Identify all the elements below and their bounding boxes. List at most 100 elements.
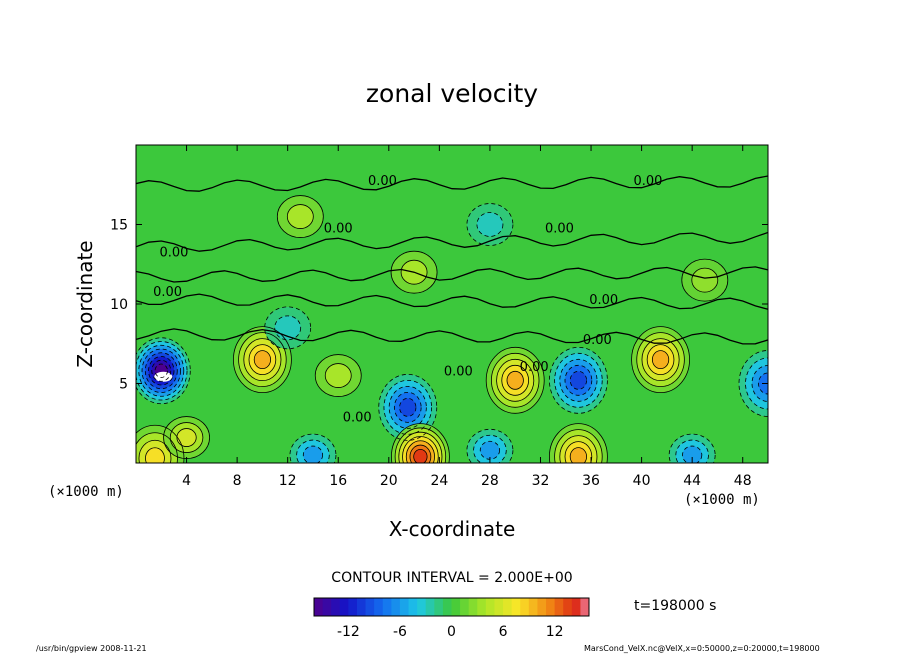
x-unit-label-left: (×1000 m) (48, 484, 124, 500)
contour-line (136, 432, 178, 463)
y-axis-label: Z-coordinate (73, 240, 97, 367)
contour-line (388, 385, 427, 429)
contour-line (554, 429, 603, 463)
colorbar-segment (382, 598, 392, 616)
contour-line (549, 346, 608, 414)
contour-line (668, 433, 716, 463)
contour-line (176, 428, 197, 447)
contour-line (466, 203, 514, 246)
contour-label: 0.00 (324, 221, 353, 236)
contour-label: 0.00 (520, 360, 549, 375)
contour-line (554, 352, 603, 408)
velocity-feature (136, 337, 191, 404)
contour-line (641, 338, 680, 382)
contour-line (136, 337, 191, 405)
colorbar-segment (494, 598, 504, 616)
colorbar-segment (442, 598, 452, 616)
x-tick-label: 4 (182, 473, 191, 489)
contour-line (559, 435, 598, 463)
colorbar-segment (434, 598, 444, 616)
colorbar-tick-label: 12 (546, 624, 564, 640)
contour-line (405, 440, 435, 463)
contour-line (413, 448, 428, 463)
colorbar-segment (425, 598, 435, 616)
contour-line (491, 352, 540, 408)
y-axis-ticks: 5 10 15 (110, 218, 768, 393)
x-tick-label: 44 (683, 473, 701, 489)
colorbar-segment (554, 598, 564, 616)
velocity-feature (233, 326, 292, 393)
x-tick-label: 40 (633, 473, 651, 489)
contour-line (466, 428, 514, 463)
contour-line (681, 258, 729, 302)
colorbar-segment (546, 598, 556, 616)
contour-line (399, 397, 417, 417)
contour-line (631, 326, 690, 394)
contour-line (393, 391, 422, 423)
contour-line (378, 373, 438, 441)
colorbar-segment (485, 598, 495, 616)
contour-line (758, 372, 768, 395)
colorbar-tick-label: 0 (447, 624, 456, 640)
colorbar-segment (503, 598, 513, 616)
y-tick-label: 5 (119, 377, 128, 393)
x-tick-label: 36 (582, 473, 600, 489)
contour-line (569, 370, 588, 390)
colorbar (314, 598, 590, 616)
velocity-feature (277, 195, 324, 238)
contour-line (274, 315, 302, 341)
velocity-feature (315, 354, 362, 397)
contour-line (383, 379, 432, 435)
velocity-feature (289, 434, 336, 463)
contour-line (148, 356, 175, 386)
contour-interval-label: CONTOUR INTERVAL = 2.000E+00 (331, 570, 572, 586)
colorbar-segment (374, 598, 384, 616)
contour-line (691, 267, 719, 293)
contour-line (141, 348, 181, 393)
plot-background (136, 145, 768, 463)
contour-label: 0.00 (368, 174, 397, 189)
contour-line (264, 306, 312, 350)
x-tick-label: 24 (430, 473, 448, 489)
contour-line (138, 344, 185, 397)
contour-line (402, 436, 439, 463)
contour-line (549, 423, 608, 463)
x-tick-label: 12 (279, 473, 297, 489)
colorbar-segment (580, 598, 590, 616)
colorbar-segment (451, 598, 461, 616)
contour-label: 0.00 (343, 411, 372, 426)
contour-line (564, 441, 593, 463)
colorbar-segment (339, 598, 349, 616)
contour-line (496, 358, 535, 402)
colorbar-segment (399, 598, 410, 616)
contour-line (473, 434, 507, 463)
colorbar-segment (365, 598, 375, 616)
contour-line (324, 363, 352, 388)
colorbar-segment (348, 598, 358, 616)
contour-line (646, 344, 675, 376)
contour-line (296, 439, 330, 463)
velocity-feature (549, 423, 608, 463)
velocity-feature (466, 203, 513, 246)
colorbar-segment (537, 598, 547, 616)
contour-line (145, 447, 165, 463)
colorbar-tick-label: 6 (499, 624, 508, 640)
contour-label: 0.00 (153, 285, 182, 300)
contour-line (501, 364, 530, 396)
x-tick-label: 20 (380, 473, 398, 489)
colorbar-segment (408, 598, 418, 616)
contour-line (302, 445, 324, 463)
colorbar-segment (571, 598, 581, 616)
contour-line (136, 341, 188, 401)
contour-label: 0.00 (589, 293, 618, 308)
contour-labels: 0.00 0.00 0.00 0.00 0.00 0.00 0.00 0.00 0.00 0.00… (153, 174, 662, 426)
contour-label: 0.00 (444, 365, 473, 380)
contour-line (398, 431, 443, 463)
colorbar-tick-label: -12 (337, 624, 360, 640)
x-unit-label-right: (×1000 m) (684, 492, 760, 508)
colorbar-segment (356, 598, 367, 616)
contour-line (400, 259, 428, 285)
contour-line (243, 338, 282, 382)
colorbar-segment (460, 598, 470, 616)
